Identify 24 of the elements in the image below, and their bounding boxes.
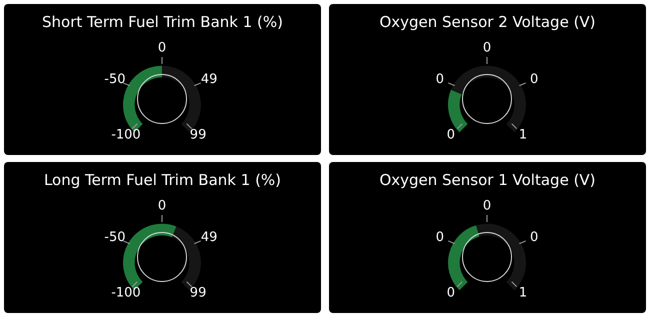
chart-title: Long Term Fuel Trim Bank 1 (%) — [42, 171, 282, 189]
text: 0 — [436, 230, 444, 245]
text: 0 — [158, 40, 166, 56]
text: 49 — [200, 230, 218, 245]
chart-title: Oxygen Sensor 2 Voltage (V) — [378, 13, 597, 31]
text: -100 — [111, 285, 141, 300]
text: 0 — [530, 72, 538, 87]
chart-title: Oxygen Sensor 1 Voltage (V) — [378, 171, 597, 189]
text: -50 — [104, 230, 126, 245]
text: -50 — [104, 72, 126, 87]
chart-title: Short Term Fuel Trim Bank 1 (%) — [40, 13, 284, 31]
text: 0 — [158, 198, 166, 214]
text: -100 — [111, 127, 141, 142]
text: 1 — [518, 127, 528, 142]
text: 0 — [482, 198, 492, 214]
text: 0 — [436, 72, 444, 87]
text: 0 — [446, 127, 456, 142]
text: 0 — [482, 40, 492, 56]
text: 0 — [446, 285, 456, 300]
text: 0 — [530, 230, 538, 245]
text: 99 — [190, 127, 206, 142]
text: 99 — [190, 285, 206, 300]
text: 49 — [200, 72, 218, 87]
text: 1 — [518, 285, 528, 300]
